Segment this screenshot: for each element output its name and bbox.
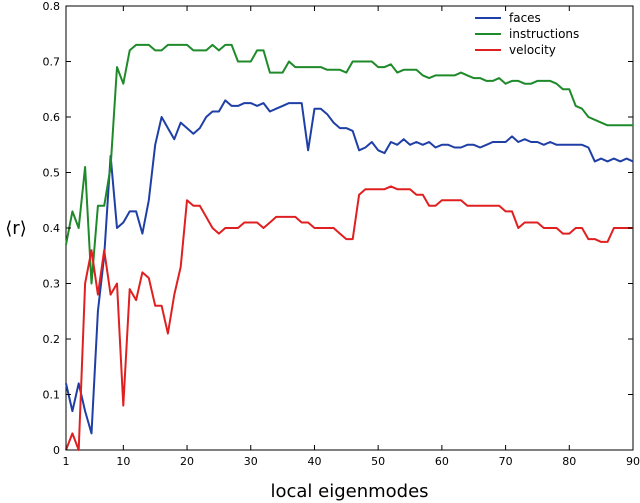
x-tick-label: 1 (63, 455, 70, 468)
y-tick-label: 0 (53, 444, 60, 457)
y-tick-label: 0.5 (43, 167, 61, 180)
x-tick-label: 40 (307, 455, 321, 468)
x-tick-label: 80 (562, 455, 576, 468)
x-tick-label: 50 (371, 455, 385, 468)
legend-label-faces: faces (509, 11, 541, 25)
x-tick-label: 70 (499, 455, 513, 468)
y-tick-label: 0.6 (43, 111, 61, 124)
y-axis-title: ⟨r⟩ (5, 218, 26, 239)
y-tick-label: 0.4 (43, 222, 61, 235)
y-tick-label: 0.2 (43, 333, 61, 346)
x-tick-label: 30 (244, 455, 258, 468)
y-tick-label: 0.8 (43, 0, 61, 13)
x-tick-label: 90 (626, 455, 640, 468)
series-line-velocity (65, 185, 633, 451)
y-tick-label: 0.1 (43, 389, 61, 402)
x-axis-title: local eigenmodes (270, 481, 428, 502)
x-tick-label: 10 (116, 455, 130, 468)
y-tick-label: 0.3 (43, 278, 61, 291)
axes-layer: 1 10 20 30 40 50 60 70 80 90 0 0.1 0.2 0.3 0.4 0.5 0.6 0.… (43, 0, 640, 468)
legend-label-instructions: instructions (509, 27, 579, 41)
series-line-instructions (65, 43, 633, 285)
x-tick-label: 60 (435, 455, 449, 468)
legend-label-velocity: velocity (509, 43, 556, 57)
y-tick-label: 0.7 (43, 56, 61, 69)
series-line-faces (65, 99, 634, 435)
series-layer (65, 43, 634, 451)
x-tick-label: 20 (180, 455, 194, 468)
legend: faces instructions velocity (475, 11, 579, 57)
